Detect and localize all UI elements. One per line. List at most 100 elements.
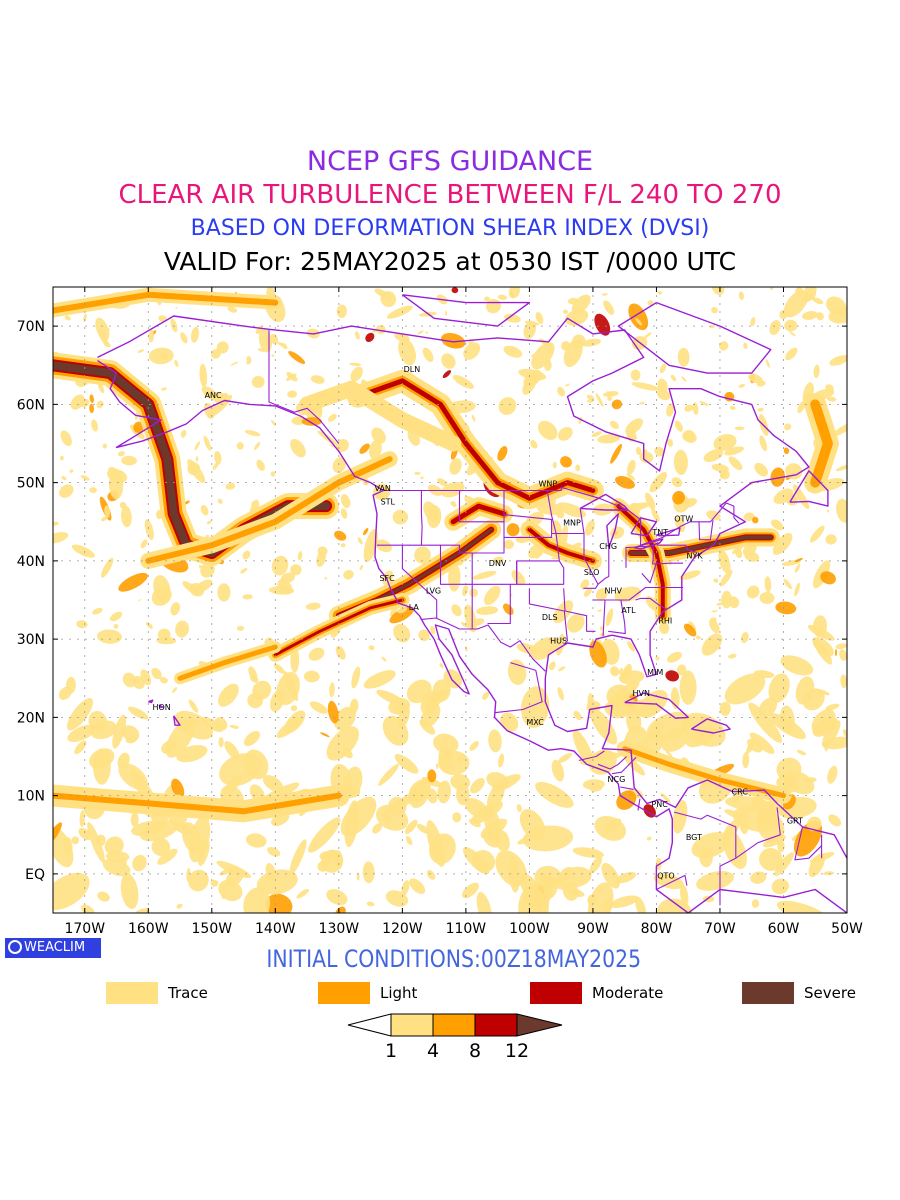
turbulence-patch xyxy=(271,555,289,576)
turbulence-patch xyxy=(332,457,347,474)
turbulence-patch xyxy=(176,903,183,909)
turbulence-patch xyxy=(609,526,625,539)
turbulence-patch xyxy=(808,853,826,878)
turbulence-patch xyxy=(405,836,413,846)
turbulence-patch xyxy=(343,569,354,580)
turbulence-patch xyxy=(609,420,619,429)
longitude-tick-label: 120W xyxy=(382,921,423,937)
turbulence-patch xyxy=(560,456,572,468)
turbulence-patch xyxy=(462,847,490,875)
turbulence-patch xyxy=(174,710,213,740)
turbulence-patch xyxy=(67,724,96,743)
turbulence-patch xyxy=(59,455,64,461)
station-label: DLS xyxy=(542,613,558,622)
turbulence-patch xyxy=(256,459,265,471)
station-label: STL xyxy=(381,497,396,506)
political-boundary xyxy=(611,756,637,775)
turbulence-patch xyxy=(635,446,642,456)
turbulence-patch xyxy=(426,869,436,880)
political-boundary xyxy=(794,826,822,861)
turbulence-patch xyxy=(828,306,847,324)
turbulence-patch xyxy=(433,733,459,754)
latitude-tick-label: 20N xyxy=(17,710,45,726)
turbulence-patch xyxy=(392,790,422,810)
map-frame xyxy=(52,286,848,914)
turbulence-patch xyxy=(392,509,409,525)
turbulence-patch xyxy=(783,290,809,318)
turbulence-patch xyxy=(89,394,94,404)
longitude-tick-label: 70W xyxy=(704,921,736,937)
turbulence-patch xyxy=(610,666,620,677)
colorbar-level: 1 xyxy=(385,1040,397,1062)
political-boundary xyxy=(635,597,651,601)
station-label: LA xyxy=(409,603,420,612)
turbulence-patch xyxy=(471,414,476,422)
turbulence-patch xyxy=(101,516,108,522)
turbulence-patch xyxy=(269,689,285,712)
turbulence-patch xyxy=(201,386,218,401)
political-boundary xyxy=(420,490,423,546)
political-boundary xyxy=(471,490,560,585)
title-valid-time: VALID For: 25MAY2025 at 0530 IST /0000 U… xyxy=(163,247,737,276)
turbulence-patch xyxy=(610,895,639,908)
station-label: LVG xyxy=(426,587,441,596)
turbulence-patch xyxy=(463,342,481,360)
turbulence-patch xyxy=(351,666,361,689)
turbulence-patch xyxy=(359,443,370,454)
turbulence-patch xyxy=(482,691,490,700)
turbulence-patch xyxy=(240,567,248,574)
turbulence-patch xyxy=(751,899,760,908)
station-label: MNP xyxy=(563,519,581,528)
turbulence-patch xyxy=(160,387,168,391)
turbulence-patch xyxy=(836,498,847,523)
turbulence-patch xyxy=(340,796,377,837)
turbulence-patch xyxy=(127,706,149,720)
turbulence-patch xyxy=(329,444,335,448)
jet-turbulence-band xyxy=(177,644,278,681)
turbulence-patch xyxy=(503,603,514,616)
turbulence-patch xyxy=(557,427,573,441)
turbulence-patch xyxy=(535,781,574,808)
station-label: DLN xyxy=(404,365,421,374)
turbulence-patch xyxy=(589,640,607,668)
turbulence-patch xyxy=(303,670,320,683)
turbulence-patch xyxy=(506,523,520,537)
turbulence-patch xyxy=(66,698,94,731)
turbulence-patch xyxy=(71,836,80,845)
turbulence-patch xyxy=(188,699,199,713)
turbulence-patch xyxy=(441,353,456,369)
political-boundary xyxy=(597,756,627,770)
coastline xyxy=(173,715,181,726)
turbulence-patch xyxy=(91,419,98,432)
legend-label: Moderate xyxy=(592,984,664,1002)
turbulence-patch xyxy=(701,633,723,656)
turbulence-patch xyxy=(53,826,74,868)
turbulence-patch xyxy=(666,403,675,417)
turbulence-patch xyxy=(418,629,430,642)
turbulence-patch xyxy=(544,359,552,371)
turbulence-patch xyxy=(375,324,386,335)
turbulence-patch xyxy=(252,680,272,700)
longitude-tick-label: 150W xyxy=(192,921,233,937)
turbulence-patch xyxy=(321,849,344,873)
turbulence-patch xyxy=(601,293,608,296)
turbulence-patch xyxy=(349,698,359,714)
turbulence-patch xyxy=(750,317,756,327)
turbulence-patch xyxy=(827,396,837,402)
station-label: BGT xyxy=(686,833,702,842)
turbulence-patch xyxy=(751,795,764,808)
political-boundary xyxy=(641,563,657,584)
turbulence-patch xyxy=(706,510,721,521)
turbulence-patch xyxy=(250,675,259,683)
turbulence-patch xyxy=(820,571,836,585)
turbulence-patch xyxy=(225,482,236,490)
turbulence-patch xyxy=(118,572,148,592)
turbulence-patch xyxy=(670,374,677,382)
turbulence-patch xyxy=(822,736,847,750)
turbulence-patch xyxy=(667,438,674,447)
political-boundary xyxy=(653,542,697,553)
turbulence-patch xyxy=(365,332,375,343)
turbulence-patch xyxy=(615,871,637,884)
turbulence-patch xyxy=(562,309,569,314)
turbulence-patch xyxy=(719,569,733,587)
